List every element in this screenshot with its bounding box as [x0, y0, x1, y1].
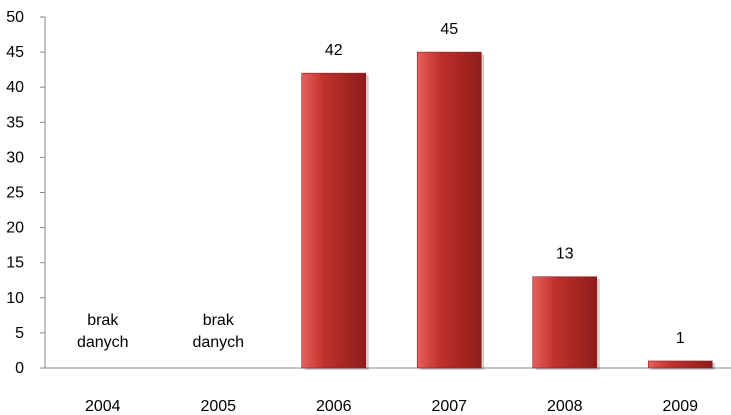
y-tick-label: 50 — [6, 9, 24, 26]
y-tick-label: 15 — [6, 255, 24, 272]
data-label: 42 — [325, 42, 343, 59]
y-tick-label: 30 — [6, 149, 24, 166]
x-tick-label: 2006 — [316, 398, 352, 415]
x-tick-label: 2004 — [85, 398, 121, 415]
x-tick-label: 2005 — [200, 398, 236, 415]
y-tick-label: 5 — [15, 325, 24, 342]
y-tick-label: 10 — [6, 290, 24, 307]
y-tick-label: 35 — [6, 114, 24, 131]
axes: 0 5 10 15 20 25 30 35 40 45 50 — [6, 9, 731, 377]
labels: 2004 brak danych 2005 brak danych 2006 42 2007 45… — [77, 21, 698, 415]
data-label: 13 — [556, 246, 574, 263]
bar — [647, 360, 713, 369]
bar — [416, 51, 482, 369]
y-tick-label: 0 — [15, 360, 24, 377]
bar — [301, 72, 367, 369]
x-tick-label: 2007 — [431, 398, 467, 415]
x-tick-label: 2008 — [547, 398, 583, 415]
y-tick-label: 40 — [6, 79, 24, 96]
y-tick-label: 25 — [6, 185, 24, 202]
bars — [301, 51, 716, 370]
bar — [532, 276, 598, 369]
missing-data-label: danych — [192, 334, 244, 351]
data-label: 1 — [676, 330, 685, 347]
data-label: 45 — [440, 21, 458, 38]
y-tick-label: 45 — [6, 44, 24, 61]
missing-data-label: brak — [203, 312, 235, 329]
missing-data-label: danych — [77, 334, 129, 351]
missing-data-label: brak — [87, 312, 119, 329]
x-tick-label: 2009 — [662, 398, 698, 415]
y-tick-label: 20 — [6, 220, 24, 237]
